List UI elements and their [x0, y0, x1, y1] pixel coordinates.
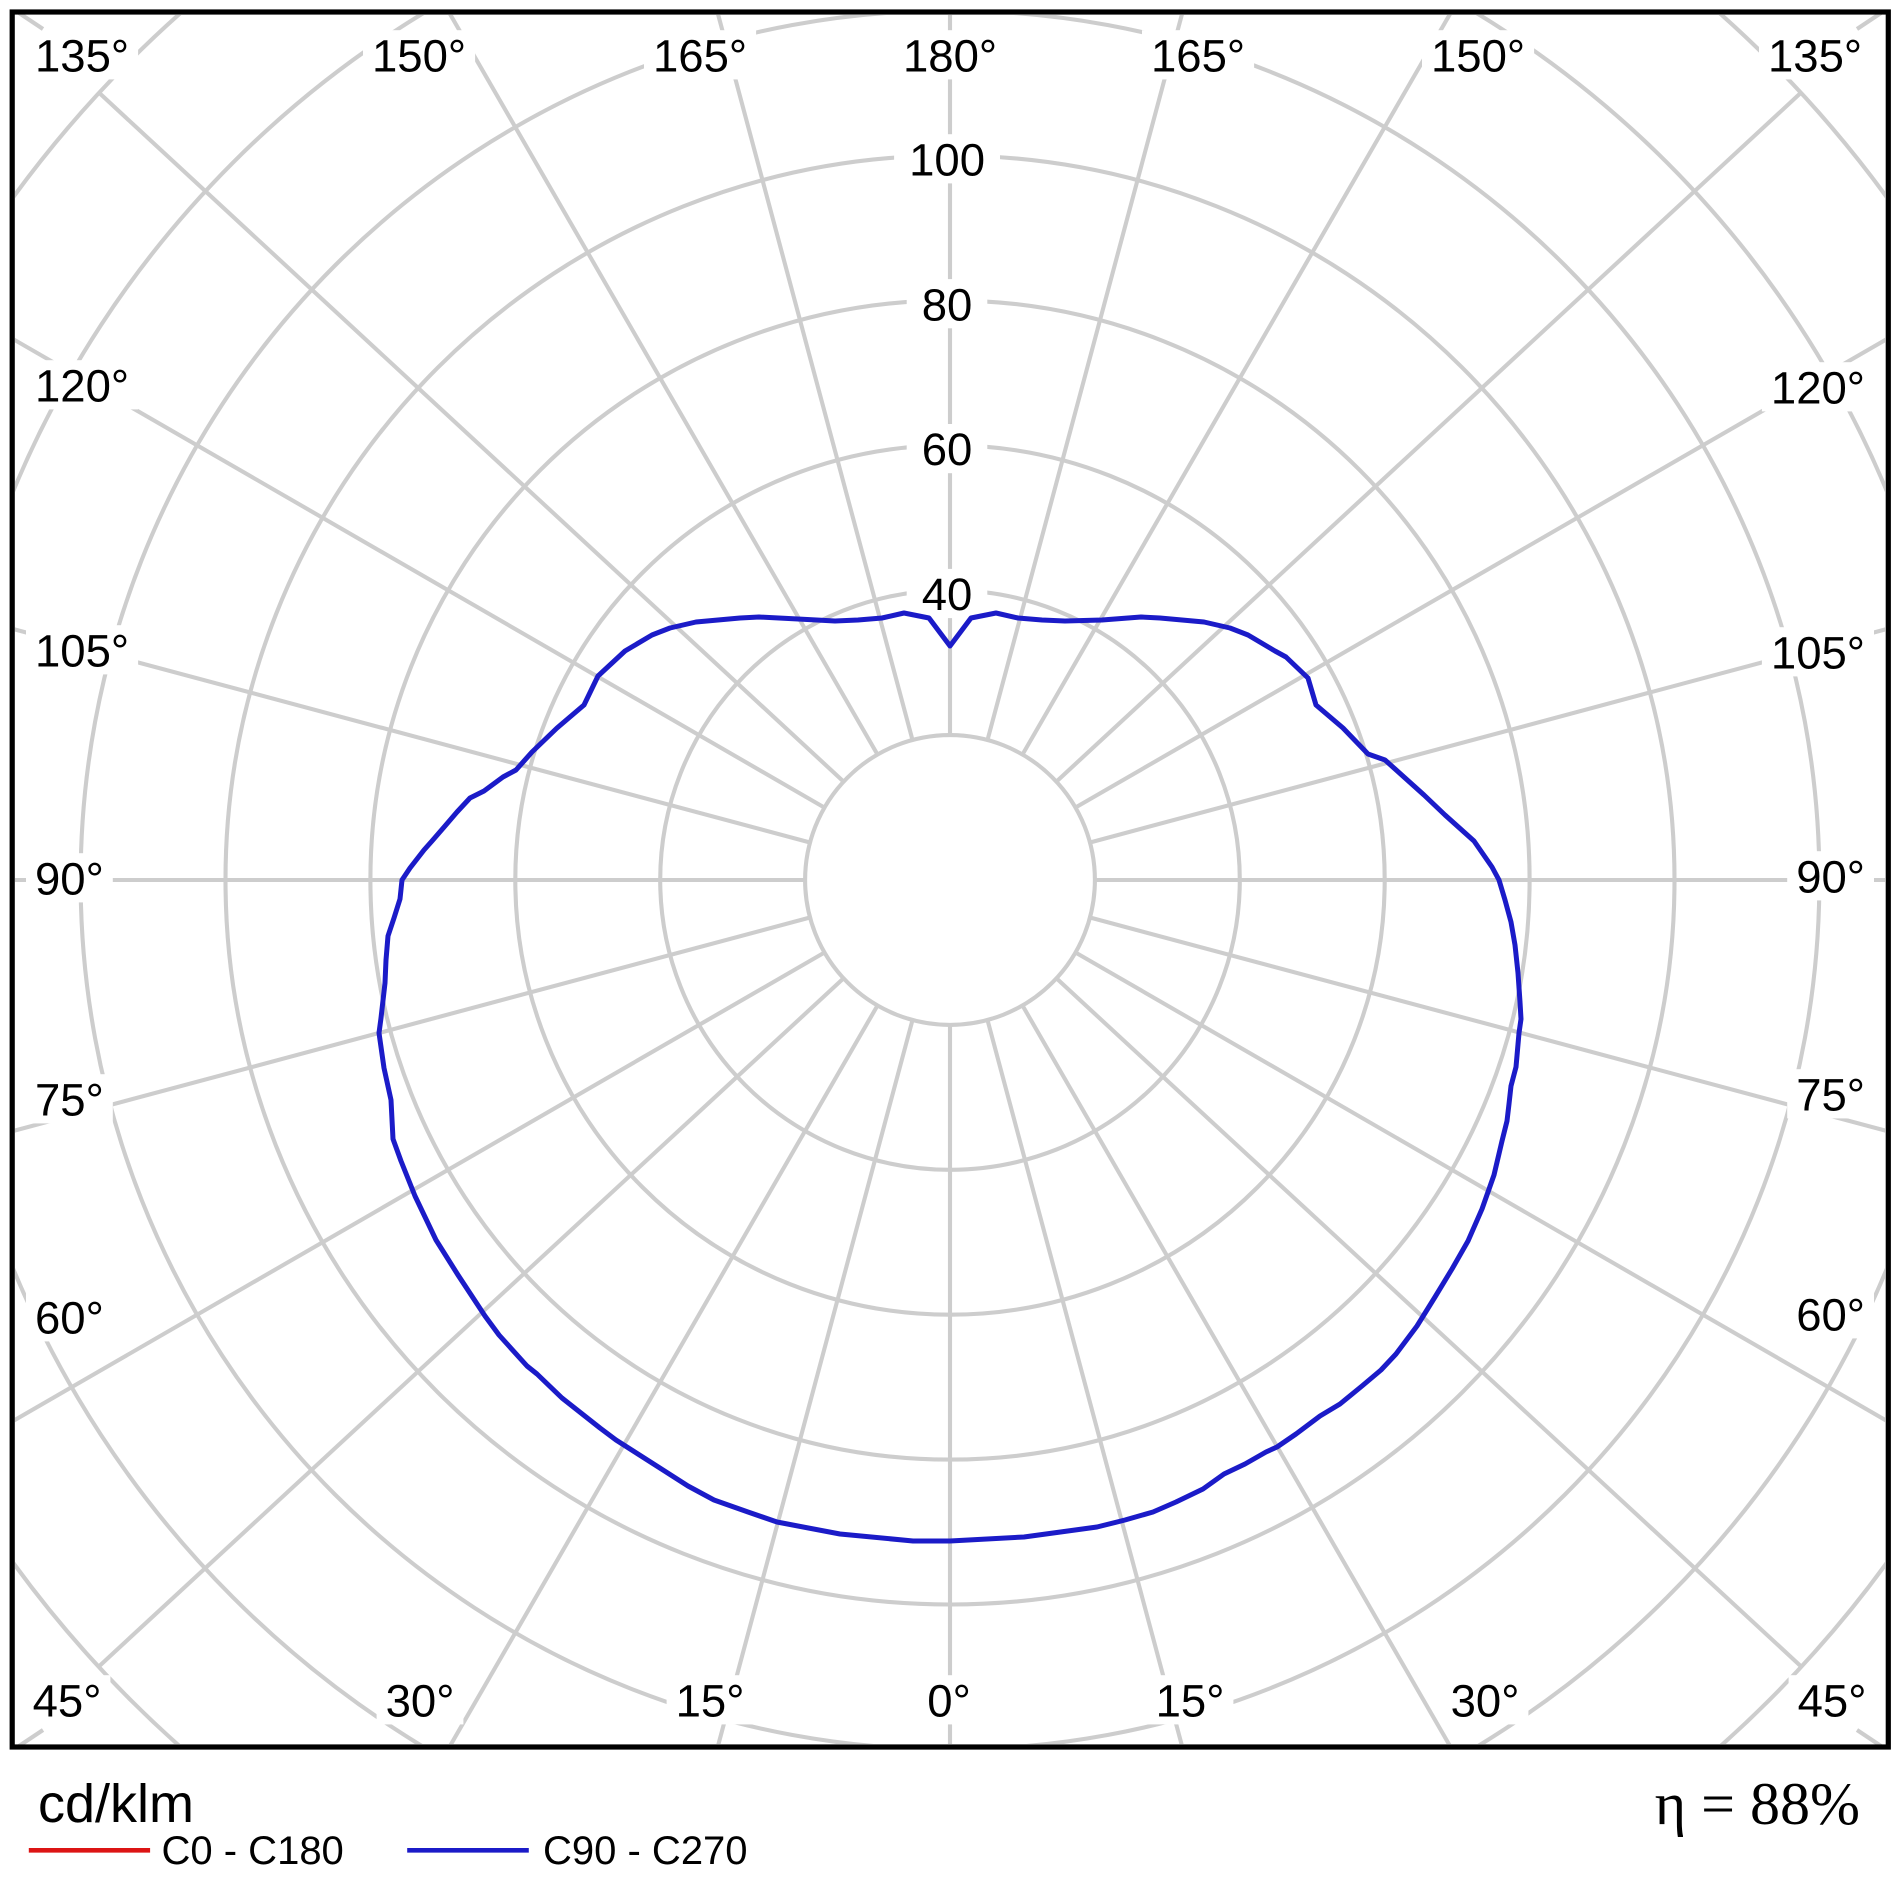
svg-text:45°: 45° — [33, 1675, 102, 1726]
svg-text:120°: 120° — [1771, 362, 1865, 413]
svg-text:100: 100 — [909, 134, 985, 185]
svg-text:105°: 105° — [1771, 627, 1865, 678]
svg-text:150°: 150° — [1431, 30, 1525, 81]
svg-text:cd/klm: cd/klm — [38, 1774, 194, 1834]
svg-text:75°: 75° — [35, 1074, 104, 1125]
svg-text:60°: 60° — [1796, 1289, 1865, 1340]
svg-text:120°: 120° — [35, 360, 129, 411]
svg-text:45°: 45° — [1798, 1675, 1867, 1726]
svg-text:135°: 135° — [1768, 30, 1862, 81]
svg-text:105°: 105° — [35, 625, 129, 676]
svg-text:180°: 180° — [903, 30, 997, 81]
svg-text:90°: 90° — [1796, 851, 1865, 902]
svg-text:75°: 75° — [1796, 1069, 1865, 1120]
svg-text:60: 60 — [922, 424, 973, 475]
svg-text:30°: 30° — [1451, 1675, 1520, 1726]
svg-text:C0 - C180: C0 - C180 — [162, 1829, 344, 1873]
svg-text:15°: 15° — [1156, 1675, 1225, 1726]
svg-text:40: 40 — [922, 569, 973, 620]
svg-text:135°: 135° — [35, 30, 129, 81]
svg-text:165°: 165° — [1151, 30, 1245, 81]
svg-text:C90 - C270: C90 - C270 — [543, 1829, 748, 1873]
svg-text:15°: 15° — [676, 1675, 745, 1726]
svg-text:60°: 60° — [35, 1292, 104, 1343]
svg-text:η = 88%: η = 88% — [1655, 1771, 1860, 1837]
svg-text:80: 80 — [922, 279, 973, 330]
svg-text:90°: 90° — [35, 853, 104, 904]
svg-text:165°: 165° — [653, 30, 747, 81]
svg-text:0°: 0° — [927, 1675, 971, 1726]
svg-text:150°: 150° — [372, 30, 466, 81]
svg-text:30°: 30° — [386, 1675, 455, 1726]
